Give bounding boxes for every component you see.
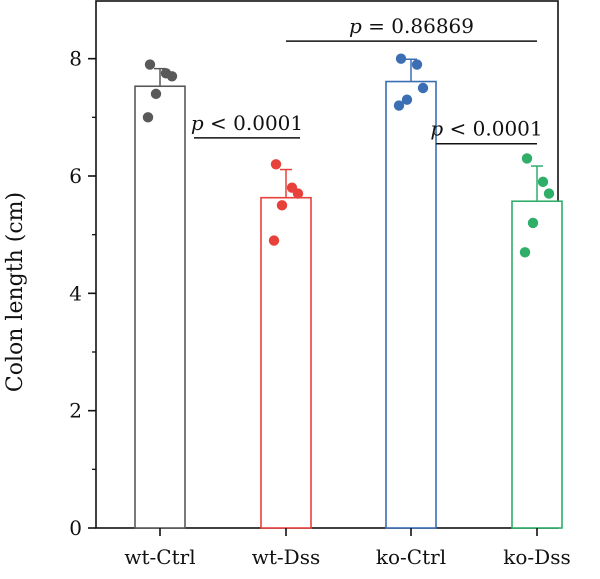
- data-point-ko-Ctrl: [411, 59, 423, 70]
- data-point-wt-Dss: [270, 159, 282, 170]
- p-value: = 0.86869: [362, 14, 474, 38]
- x-tick-label: wt-Ctrl: [124, 545, 195, 569]
- data-point-ko-Dss: [543, 188, 555, 199]
- bar-wt-Ctrl: [134, 85, 186, 529]
- data-point-wt-Ctrl: [142, 112, 154, 123]
- bar-wt-Dss: [260, 196, 312, 529]
- data-point-ko-Ctrl: [395, 53, 407, 64]
- y-tick-label: 0: [69, 516, 82, 540]
- p-symbol: p: [191, 111, 204, 135]
- significance-label: p < 0.0001: [191, 111, 303, 135]
- data-point-ko-Ctrl: [401, 94, 413, 105]
- bar-ko-Dss: [511, 200, 563, 529]
- plot-area: 0 2 4 6 8 wt-Ctrl wt-Dss ko-Ctrl ko-Dss p < 0.000…: [69, 0, 571, 569]
- y-tick-label: 6: [69, 164, 82, 188]
- data-point-wt-Dss: [292, 188, 304, 199]
- data-point-wt-Ctrl: [166, 71, 178, 82]
- p-symbol: p: [430, 117, 443, 141]
- data-point-ko-Dss: [521, 153, 533, 164]
- y-tick-label: 2: [69, 399, 82, 423]
- data-point-wt-Ctrl: [144, 59, 156, 70]
- data-point-wt-Dss: [268, 235, 280, 246]
- data-point-wt-Ctrl: [150, 88, 162, 100]
- p-symbol: p: [349, 14, 362, 38]
- y-tick-label: 8: [69, 47, 82, 71]
- data-point-ko-Dss: [527, 217, 539, 229]
- significance-label: p < 0.0001: [430, 117, 542, 141]
- y-axis-title: Colon length (cm): [3, 192, 28, 392]
- p-value: < 0.0001: [204, 111, 303, 135]
- y-tick-label: 4: [69, 281, 82, 305]
- x-tick-label: ko-Dss: [503, 545, 570, 569]
- data-point-ko-Ctrl: [417, 82, 429, 94]
- data-point-ko-Dss: [537, 176, 549, 188]
- data-point-wt-Dss: [276, 200, 288, 211]
- x-tick-label: wt-Dss: [252, 545, 320, 569]
- x-tick-label: ko-Ctrl: [376, 545, 446, 569]
- significance-label: p = 0.86869: [349, 14, 474, 38]
- p-value: < 0.0001: [443, 117, 542, 141]
- data-point-ko-Dss: [519, 247, 531, 258]
- data-point-ko-Ctrl: [393, 100, 405, 111]
- bar-ko-Ctrl: [385, 80, 437, 529]
